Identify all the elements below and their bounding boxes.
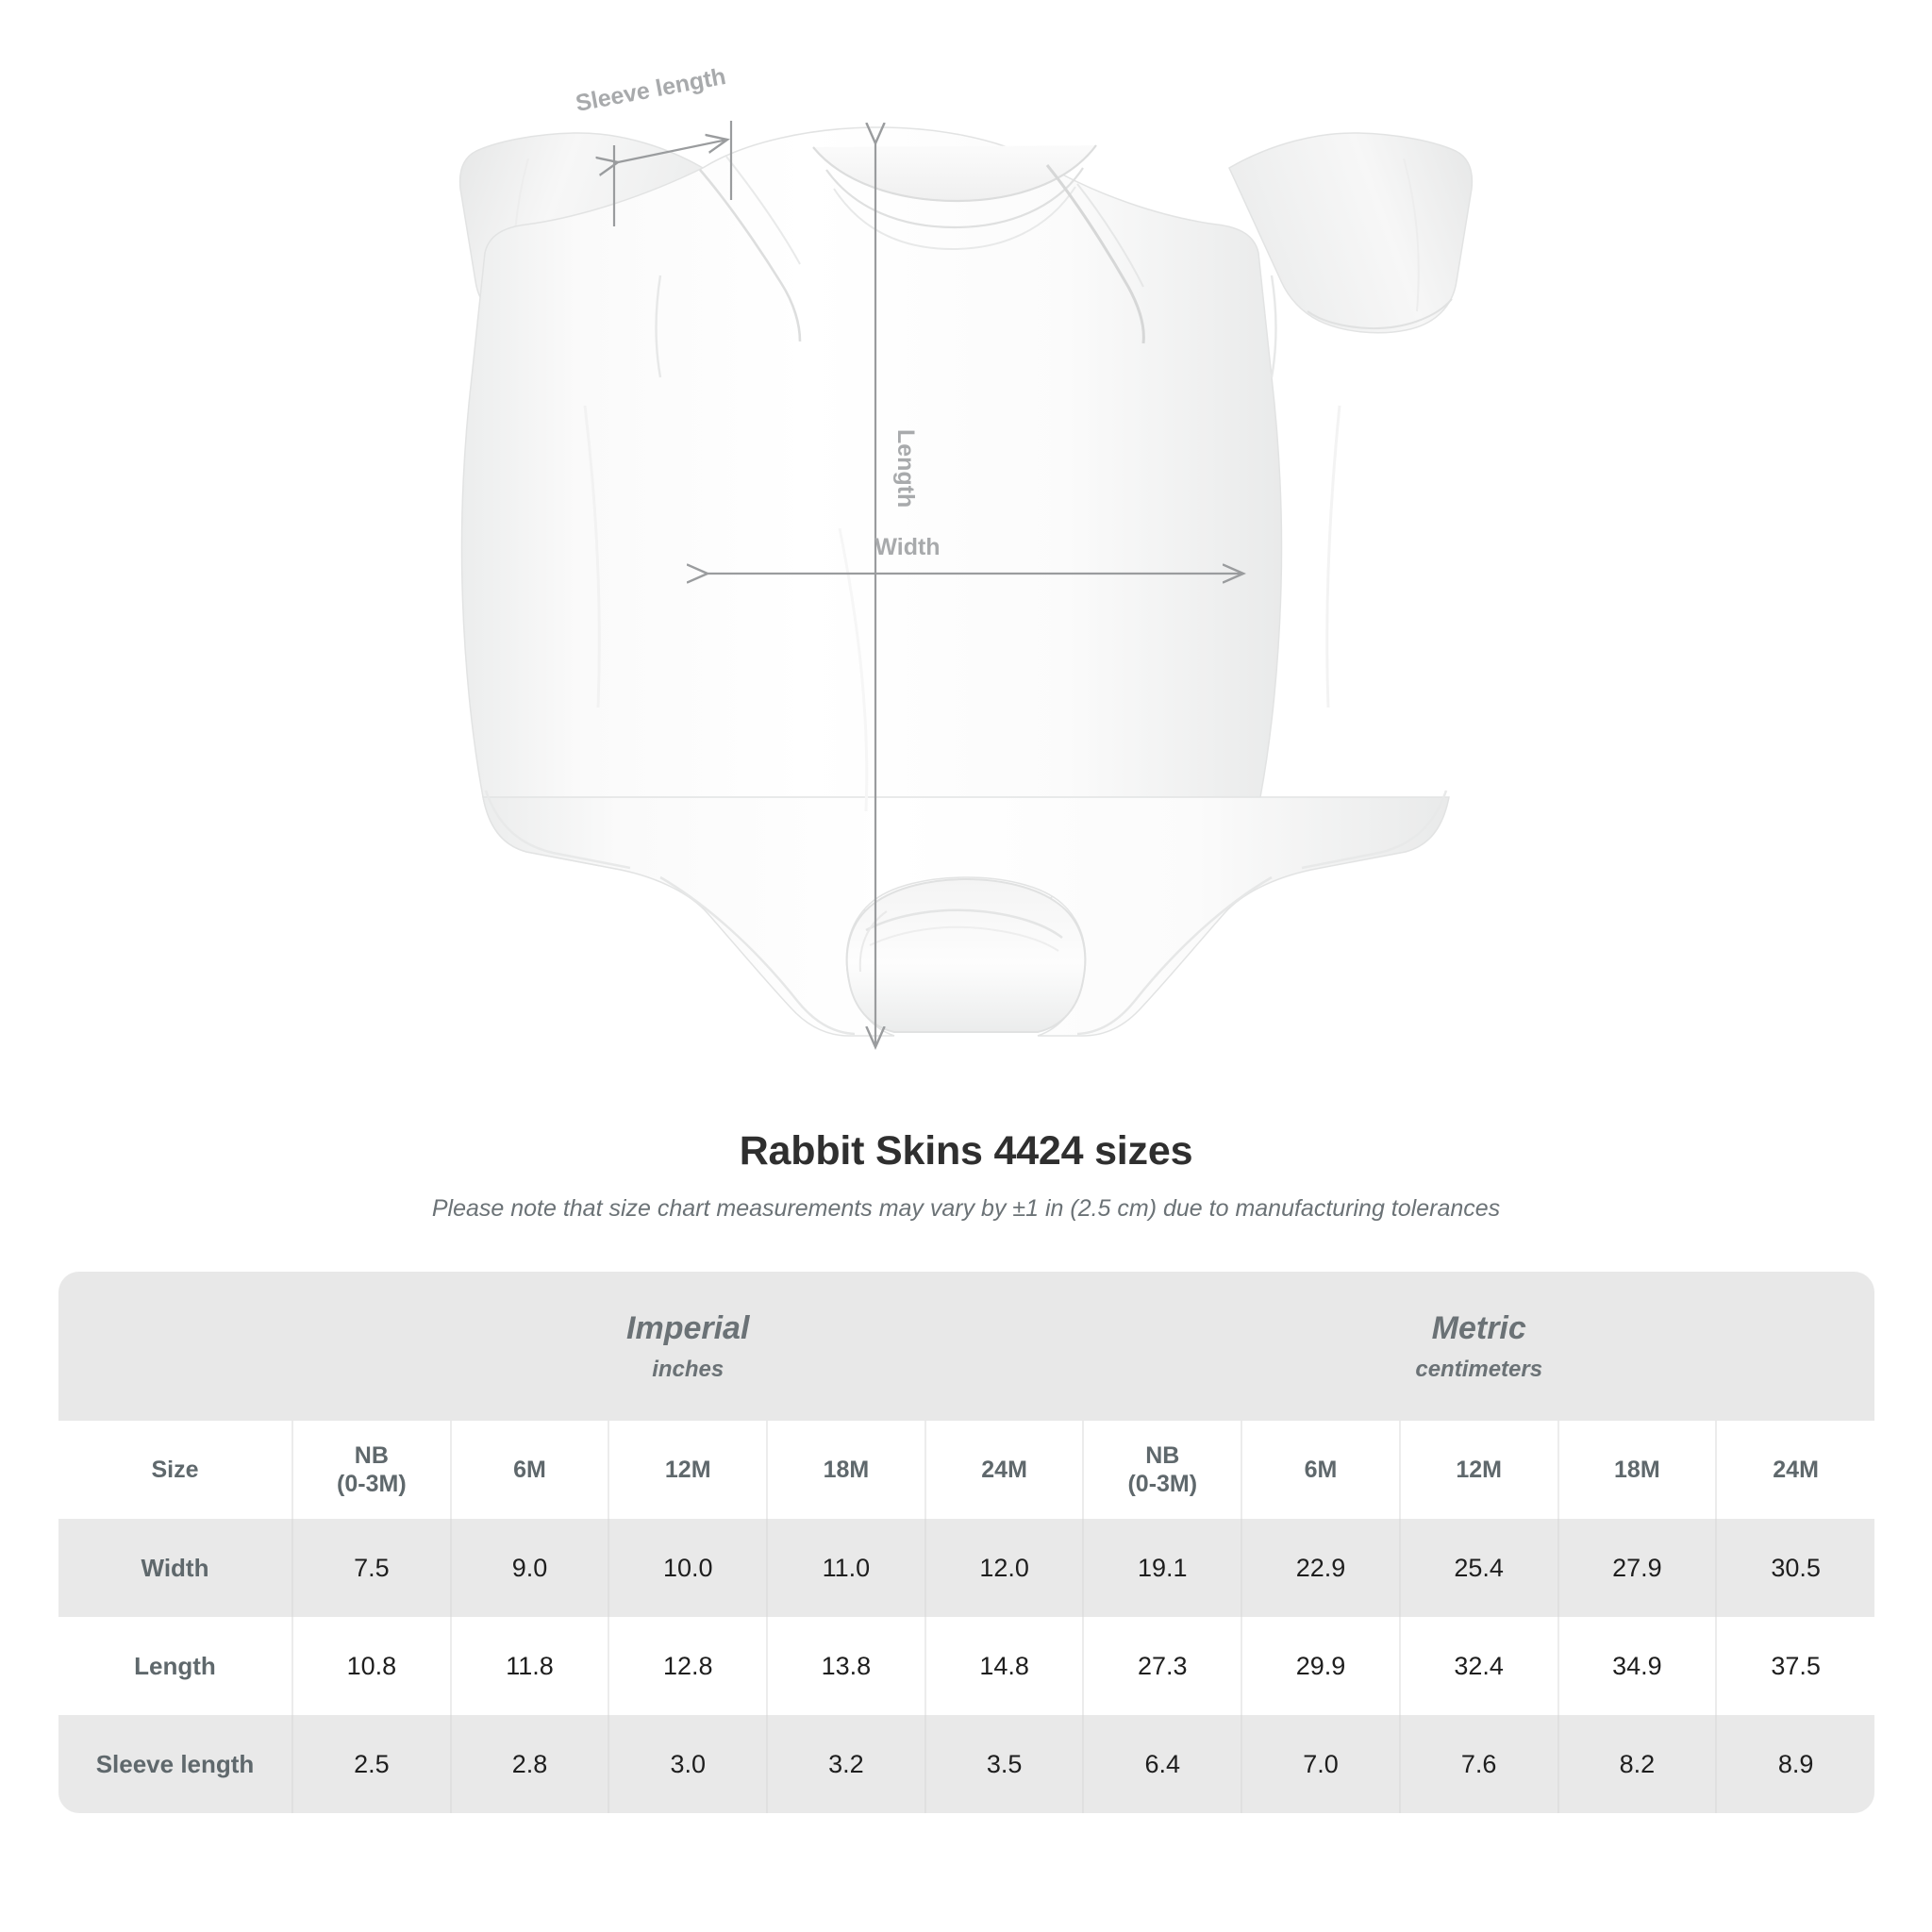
cell-width-imperial-18m: 11.0 (767, 1519, 926, 1617)
left-bottom-hem (484, 790, 631, 870)
cell-length-metric-12m: 32.4 (1399, 1617, 1559, 1715)
left-armhole-seam (655, 275, 662, 378)
unit-group-imperial-name: Imperial (626, 1309, 750, 1346)
right-bottom-hem (1301, 790, 1448, 870)
column-header-metric-18m: 18M (1557, 1421, 1718, 1519)
lower-body (482, 796, 1450, 1037)
cell-width-metric-18m: 27.9 (1557, 1519, 1718, 1617)
left-leg-hem (659, 875, 856, 1036)
cell-length-imperial-24m: 14.8 (924, 1617, 1085, 1715)
sleeve-length-label: Sleeve length (574, 63, 728, 117)
cell-sleeve-imperial-24m: 3.5 (924, 1715, 1085, 1813)
right-sleeve-fold (1403, 158, 1420, 312)
left-lap-shoulder-seam2 (725, 156, 801, 265)
cell-length-metric-18m: 34.9 (1557, 1617, 1718, 1715)
unit-group-imperial-sub: inches (652, 1356, 724, 1382)
cell-sleeve-imperial-6m: 2.8 (450, 1715, 610, 1813)
unit-group-metric-sub: centimeters (1415, 1356, 1543, 1382)
garment-illustration: Sleeve length Length Width (458, 63, 1474, 1094)
cell-length-imperial-12m: 12.8 (608, 1617, 769, 1715)
right-leg-hem (1076, 875, 1273, 1036)
cell-width-metric-6m: 22.9 (1241, 1519, 1401, 1617)
measurement-annotations (614, 121, 1243, 1047)
unit-group-metric-name: Metric (1431, 1309, 1526, 1346)
cell-width-imperial-24m: 12.0 (924, 1519, 1085, 1617)
unit-banner-row: Imperial inches Metric centimeters (58, 1272, 1874, 1421)
cell-length-metric-6m: 29.9 (1241, 1617, 1401, 1715)
column-header-imperial-24m: 24M (924, 1421, 1085, 1519)
table-head: Imperial inches Metric centimeters Size … (58, 1272, 1874, 1519)
cell-width-metric-12m: 25.4 (1399, 1519, 1559, 1617)
column-header-line1: NB (1145, 1441, 1180, 1469)
right-lap-shoulder-seam2 (1076, 183, 1144, 288)
cell-width-imperial-6m: 9.0 (450, 1519, 610, 1617)
collar-inner (825, 167, 1084, 229)
unit-banner-spacer (58, 1272, 292, 1421)
column-header-size: Size (58, 1421, 293, 1519)
cell-sleeve-metric-6m: 7.0 (1241, 1715, 1401, 1813)
size-table: Imperial inches Metric centimeters Size … (58, 1272, 1874, 1813)
fabric-fold-2 (1325, 405, 1341, 708)
sleeve-length-arrow (618, 140, 727, 162)
cell-sleeve-metric-18m: 8.2 (1557, 1715, 1718, 1813)
cell-sleeve-metric-24m: 8.9 (1716, 1715, 1874, 1813)
row-label-length: Length (58, 1617, 293, 1715)
cell-width-imperial-nb: 7.5 (292, 1519, 452, 1617)
heading-block: Rabbit Skins 4424 sizes Please note that… (0, 1127, 1932, 1224)
column-header-metric-nb: NB (0-3M) (1083, 1421, 1243, 1519)
cell-sleeve-imperial-18m: 3.2 (767, 1715, 926, 1813)
table-row: Width 7.5 9.0 10.0 11.0 12.0 19.1 22.9 2… (58, 1519, 1874, 1617)
column-header-imperial-12m: 12M (608, 1421, 769, 1519)
table-body: Width 7.5 9.0 10.0 11.0 12.0 19.1 22.9 2… (58, 1519, 1874, 1813)
column-header-metric-12m: 12M (1399, 1421, 1559, 1519)
column-header-imperial-18m: 18M (767, 1421, 926, 1519)
column-header-row: Size NB (0-3M) 6M 12M 18M 24M NB (0-3M) … (58, 1421, 1874, 1519)
column-header-metric-6m: 6M (1241, 1421, 1401, 1519)
table-row: Sleeve length 2.5 2.8 3.0 3.2 3.5 6.4 7.… (58, 1715, 1874, 1813)
cell-length-imperial-nb: 10.8 (292, 1617, 452, 1715)
cell-length-imperial-6m: 11.8 (450, 1617, 610, 1715)
left-lap-shoulder-seam (699, 169, 802, 342)
column-header-imperial-nb: NB (0-3M) (292, 1421, 452, 1519)
width-label: Width (874, 534, 940, 560)
right-armhole-seam (1270, 275, 1277, 378)
row-label-width: Width (58, 1519, 293, 1617)
unit-group-imperial: Imperial inches (292, 1272, 1084, 1421)
snap-band-inner (869, 925, 1059, 952)
cell-length-imperial-18m: 13.8 (767, 1617, 926, 1715)
unit-group-metric: Metric centimeters (1083, 1272, 1874, 1421)
cell-width-metric-nb: 19.1 (1083, 1519, 1243, 1617)
right-sleeve (1228, 132, 1474, 334)
column-header-metric-24m: 24M (1716, 1421, 1874, 1519)
right-lap-shoulder-seam (1045, 164, 1145, 344)
cell-sleeve-metric-nb: 6.4 (1083, 1715, 1243, 1813)
right-sleeve-cuff (1307, 298, 1453, 330)
crotch-snap-flap (845, 877, 1087, 1033)
cell-length-metric-nb: 27.3 (1083, 1617, 1243, 1715)
cell-sleeve-imperial-nb: 2.5 (292, 1715, 452, 1813)
column-header-line1: NB (354, 1441, 389, 1469)
cell-sleeve-imperial-12m: 3.0 (608, 1715, 769, 1813)
column-header-line2: (0-3M) (337, 1471, 407, 1497)
cell-width-imperial-12m: 10.0 (608, 1519, 769, 1617)
cell-sleeve-metric-12m: 7.6 (1399, 1715, 1559, 1813)
fabric-fold-1 (583, 405, 601, 708)
bodysuit-body (458, 126, 1474, 1037)
cell-length-metric-24m: 37.5 (1716, 1617, 1874, 1715)
collar-inner2 (833, 186, 1076, 251)
table-row: Length 10.8 11.8 12.8 13.8 14.8 27.3 29.… (58, 1617, 1874, 1715)
column-header-imperial-6m: 6M (450, 1421, 610, 1519)
cell-width-metric-24m: 30.5 (1716, 1519, 1874, 1617)
tolerance-note: Please note that size chart measurements… (431, 1194, 1501, 1222)
page-title: Rabbit Skins 4424 sizes (739, 1128, 1193, 1174)
size-table-container: Imperial inches Metric centimeters Size … (58, 1272, 1874, 1813)
row-label-sleeve-length: Sleeve length (58, 1715, 293, 1813)
bodysuit-diagram-svg: Sleeve length Length Width (458, 63, 1474, 1094)
column-header-line2: (0-3M) (1127, 1471, 1198, 1497)
snap-band (865, 908, 1063, 939)
length-label: Length (892, 429, 919, 508)
